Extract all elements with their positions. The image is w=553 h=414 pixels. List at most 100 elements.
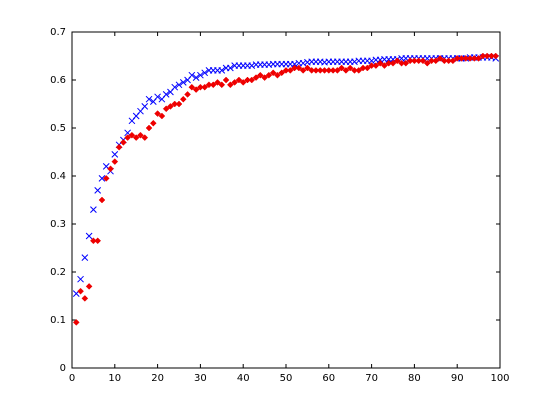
diamond-marker [102,175,110,182]
diamond-marker [286,67,294,74]
diamond-marker [201,83,209,91]
x-tick-label: 90 [451,373,464,384]
diamond-marker [85,283,93,290]
x-marker [201,69,209,77]
diamond-marker [274,71,281,79]
y-tick-label: 0 [60,363,66,374]
diamond-marker [393,57,401,65]
diamond-marker [218,81,226,89]
diamond-marker [355,67,363,74]
diamond-marker [265,71,273,79]
diamond-marker [137,131,144,139]
diamond-marker [475,55,482,62]
diamond-marker [419,57,427,65]
diamond-marker [432,57,440,65]
y-tick-label: 0.6 [50,75,66,86]
diamond-marker [98,196,106,204]
diamond-marker [154,110,161,117]
x-marker [90,206,97,213]
x-marker [77,275,84,283]
diamond-marker [299,67,307,74]
diamond-marker [342,67,350,74]
diamond-marker [338,64,345,72]
diamond-marker [436,55,444,62]
diamond-marker [256,71,264,79]
diamond-marker [346,64,354,72]
x-tick-label: 10 [108,373,121,384]
diamond-marker [372,62,380,69]
diamond-marker [175,100,183,108]
plot-frame [71,31,501,369]
x-tick-label: 70 [365,373,378,384]
x-marker [188,71,196,79]
diamond-marker [162,105,170,113]
diamond-marker [304,64,311,72]
diamond-marker [167,103,174,110]
x-tick-label: 40 [237,373,250,384]
diamond-marker [141,134,149,141]
diamond-marker [111,158,119,165]
x-tick-label: 20 [151,373,164,384]
diamond-marker [72,319,80,326]
x-marker [111,151,119,158]
diamond-marker [492,52,500,60]
diamond-marker [214,79,221,86]
x-marker [171,83,179,91]
x-marker [81,254,89,261]
diamond-marker [231,79,238,86]
x-tick-label: 0 [69,373,75,384]
diamond-marker [295,64,303,72]
x-marker [192,74,200,81]
diamond-marker [252,74,260,81]
diamond-marker [145,124,153,132]
x-marker [141,103,149,110]
y-tick-label: 0.3 [50,219,66,230]
diamond-marker [269,69,277,77]
diamond-marker [209,81,217,89]
diamond-marker [132,134,140,141]
x-marker [179,79,187,86]
x-marker [162,91,170,98]
y-tick-label: 0.5 [50,123,66,134]
x-marker [85,232,93,240]
diamond-marker [449,57,457,65]
diamond-marker [278,69,286,77]
diamond-marker [376,59,384,67]
diamond-marker [389,59,397,67]
diamond-marker [261,74,268,81]
y-tick-label: 0.2 [50,267,66,278]
diamond-marker [128,131,136,139]
diamond-marker [115,143,123,151]
diamond-marker [124,134,131,141]
x-marker [94,187,102,194]
x-marker [227,64,234,72]
x-marker [154,93,161,101]
diamond-marker [227,81,234,89]
x-marker [218,67,226,74]
diamond-marker [179,95,187,103]
x-marker [98,175,106,182]
diamond-marker [94,237,102,245]
diamond-marker [334,67,341,74]
x-marker [145,95,153,103]
diamond-marker [402,59,410,67]
diamond-marker [239,79,247,86]
diamond-marker [248,76,256,84]
x-tick-label: 100 [490,373,509,384]
diamond-marker [81,295,89,302]
diamond-marker [235,76,243,84]
x-tick-label: 30 [194,373,207,384]
y-tick-label: 0.1 [50,315,66,326]
diamond-marker [77,287,84,295]
diamond-marker [381,62,388,69]
x-tick-label: 60 [322,373,335,384]
diamond-marker [184,91,191,98]
diamond-marker [192,86,200,93]
y-tick-label: 0.4 [50,171,66,182]
x-marker [175,81,183,89]
x-marker [197,71,204,79]
diamond-marker [158,112,166,120]
diamond-marker [363,64,371,72]
